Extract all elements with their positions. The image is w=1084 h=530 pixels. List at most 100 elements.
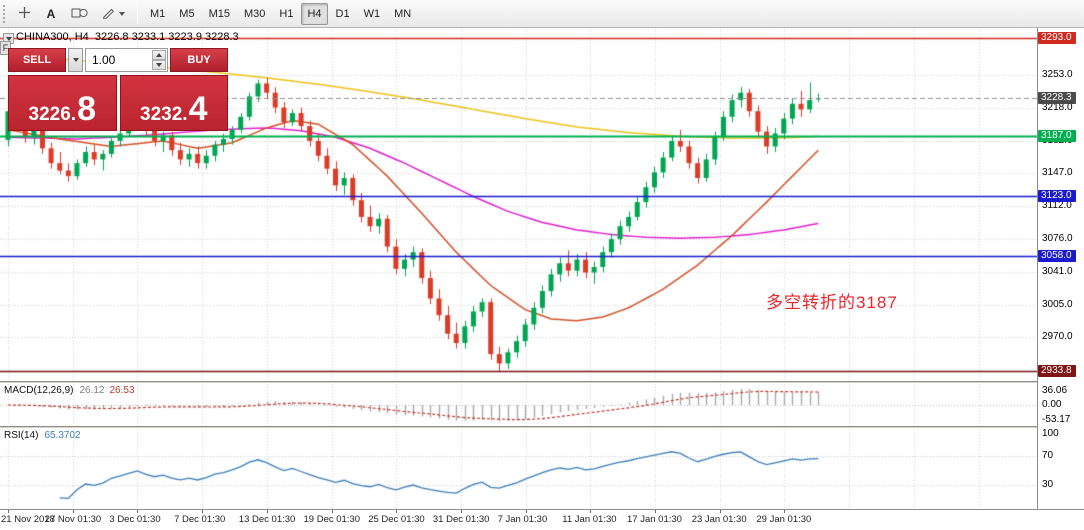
macd-panel: MACD(12,26,9) 26.12 26.53 xyxy=(0,384,1037,426)
rsi-value: 65.3702 xyxy=(44,430,81,441)
timeframe-h1-button[interactable]: H1 xyxy=(273,3,299,25)
time-axis-label: 25 Dec 01:30 xyxy=(368,514,425,525)
chevron-down-icon xyxy=(72,58,79,62)
timeframe-m5-button[interactable]: M5 xyxy=(173,3,200,25)
time-axis-label: 23 Jan 01:30 xyxy=(691,514,747,525)
price-axis-label: 3187.0 xyxy=(1038,130,1076,143)
time-axis-tick xyxy=(460,510,462,513)
macd-main-value: 26.12 xyxy=(79,385,105,396)
price-axis-label: 3253.0 xyxy=(1042,69,1073,81)
chart-symbol-timeframe: CHINA300, H4 xyxy=(16,31,89,43)
chart-title: CHINA300, H4 3226.8 3233.1 3223.9 3228.3 xyxy=(16,31,239,43)
rsi-chart-canvas[interactable] xyxy=(0,429,1037,509)
time-axis: 21 Nov 2018 27 Nov 01:30 3 Dec 01:30 7 Dec … xyxy=(0,509,1084,530)
price-axis-label: 2970.0 xyxy=(1042,331,1073,343)
time-axis-tick xyxy=(655,510,656,513)
timeframe-m30-button[interactable]: M30 xyxy=(238,3,271,25)
time-axis-label: 27 Nov 01:30 xyxy=(44,514,102,525)
time-axis-tick xyxy=(266,510,268,513)
price-axis-label: 2933.8 xyxy=(1038,365,1076,377)
macd-indicator-label: MACD(12,26,9) 26.12 26.53 xyxy=(4,385,135,396)
price-axis-label: 3218.0 xyxy=(1042,101,1073,113)
ask-price-main: 3232. xyxy=(140,104,188,125)
volume-field[interactable]: 1.00 xyxy=(85,48,168,72)
volume-stepper xyxy=(152,50,166,70)
price-axis-label: 3123.0 xyxy=(1038,189,1076,202)
timeframe-m1-button[interactable]: M1 xyxy=(144,3,171,25)
rsi-axis-label: 70 xyxy=(1042,449,1054,461)
time-axis-label: 7 Dec 01:30 xyxy=(174,514,226,525)
time-axis-label: 29 Jan 01:30 xyxy=(756,514,812,525)
crosshair-icon xyxy=(18,6,31,22)
timeframe-h4-button[interactable]: H4 xyxy=(301,2,328,25)
price-axis-label: 3005.0 xyxy=(1042,298,1073,310)
price-panel: CHINA300, H4 3226.8 3233.1 3223.9 3228.3… xyxy=(0,28,1037,381)
price-axis-label: 3076.0 xyxy=(1042,233,1073,245)
time-axis-label: 19 Dec 01:30 xyxy=(303,514,361,525)
rsi-axis-label: 30 xyxy=(1042,478,1054,490)
toolbar-separator xyxy=(137,3,138,24)
time-axis-label: 31 Dec 01:30 xyxy=(432,514,490,525)
rsi-label: RSI(14) xyxy=(4,430,39,441)
chevron-down-icon xyxy=(156,63,162,67)
macd-axis: 36.06 0.00 -53.17 xyxy=(1038,384,1084,426)
pencil-icon xyxy=(102,6,115,22)
panel-splitter[interactable] xyxy=(0,426,1084,429)
price-axis-label: 3293.0 xyxy=(1038,32,1076,44)
time-axis-label: 7 Jan 01:30 xyxy=(497,514,548,525)
buy-button[interactable]: BUY xyxy=(170,48,228,72)
timeframe-mn-button[interactable]: MN xyxy=(388,3,417,25)
rsi-axis-label: 100 xyxy=(1042,428,1059,439)
volume-value: 1.00 xyxy=(92,53,116,67)
bid-price-display[interactable]: 3226. 8 xyxy=(8,75,117,131)
chart-ohlc-values: 3226.8 3233.1 3223.9 3228.3 xyxy=(94,31,239,43)
one-click-trading-panel: SELL 1.00 BUY 3226. 8 3232. xyxy=(8,48,228,131)
chart-annotation: 多空转折的3187 xyxy=(766,293,898,312)
draw-tool-button[interactable] xyxy=(96,3,131,25)
time-axis-tick xyxy=(719,510,721,513)
text-tool-button[interactable]: A xyxy=(39,3,63,25)
volume-dropdown-button[interactable] xyxy=(68,48,83,72)
toolbar: A M1 M5 M15 M30 H1 H4 D1 W1 MN xyxy=(0,0,1084,28)
time-axis-tick xyxy=(590,510,592,513)
timeframe-w1-button[interactable]: W1 xyxy=(358,3,387,25)
time-axis-tick xyxy=(137,510,139,513)
time-axis-label: 21 Nov 2018 xyxy=(1,514,55,525)
ask-price-big-digit: 4 xyxy=(188,90,208,129)
price-axis-label: 3112.0 xyxy=(1042,199,1072,211)
timeframe-d1-button[interactable]: D1 xyxy=(330,3,356,25)
rsi-panel: RSI(14) 65.3702 xyxy=(0,429,1037,509)
timeframe-m15-button[interactable]: M15 xyxy=(203,3,236,25)
chevron-up-icon xyxy=(156,53,162,57)
text-tool-icon: A xyxy=(46,6,56,21)
sell-button[interactable]: SELL xyxy=(8,48,66,72)
price-axis-label: 3228.3 xyxy=(1038,91,1076,104)
time-axis-tick xyxy=(8,510,9,513)
chevron-down-icon xyxy=(5,36,12,41)
price-axis-column: 3253.03218.03182.03147.03112.03076.03041… xyxy=(1037,28,1084,509)
macd-axis-label: 0.00 xyxy=(1042,399,1062,410)
macd-label: MACD(12,26,9) xyxy=(4,385,74,396)
volume-up-button[interactable] xyxy=(152,50,166,60)
panel-splitter[interactable] xyxy=(0,381,1084,384)
macd-signal-value: 26.53 xyxy=(109,385,135,396)
ask-price-display[interactable]: 3232. 4 xyxy=(119,75,228,131)
price-axis-label: 3058.0 xyxy=(1038,249,1076,262)
chart-window: CHINA300, H4 3226.8 3233.1 3223.9 3228.3… xyxy=(0,28,1084,530)
toolbar-grip[interactable] xyxy=(3,4,7,23)
shapes-tool-button[interactable] xyxy=(65,3,94,25)
time-axis-tick xyxy=(202,510,204,513)
time-axis-tick xyxy=(525,510,527,513)
rsi-indicator-label: RSI(14) 65.3702 xyxy=(4,430,81,441)
time-axis-label: 17 Jan 01:30 xyxy=(627,514,682,525)
bid-price-big-digit: 8 xyxy=(77,90,96,129)
price-axis: 3253.03218.03182.03147.03112.03076.03041… xyxy=(1038,28,1084,381)
time-axis-label: 13 Dec 01:30 xyxy=(238,514,296,525)
time-axis-tick xyxy=(331,510,333,513)
crosshair-button[interactable] xyxy=(12,3,37,25)
macd-chart-canvas[interactable] xyxy=(0,384,1037,426)
volume-down-button[interactable] xyxy=(152,60,166,70)
time-axis-tick xyxy=(784,510,786,513)
price-axis-label: 3147.0 xyxy=(1042,167,1073,179)
macd-axis-label: 36.06 xyxy=(1042,385,1068,396)
